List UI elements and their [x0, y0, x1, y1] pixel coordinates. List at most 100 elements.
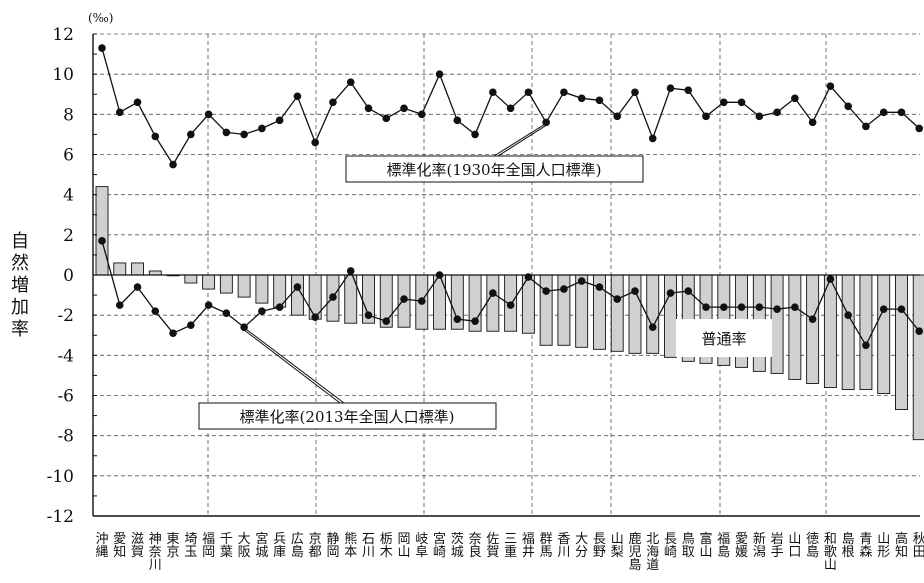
- std1930-point: [826, 82, 835, 91]
- std2013-point: [684, 287, 693, 295]
- x-tick-char: 田: [913, 545, 924, 560]
- y-tick-label: 4: [63, 186, 74, 206]
- x-tick-label: 京都: [309, 532, 322, 560]
- std2013-point: [453, 315, 462, 323]
- x-tick-label: 福岡: [202, 532, 215, 560]
- x-tick-char: 取: [682, 545, 695, 560]
- x-tick-char: 鳥: [682, 532, 695, 547]
- x-tick-char: 庫: [273, 545, 286, 560]
- x-tick-char: 佐: [486, 532, 499, 547]
- x-tick-label: 山梨: [611, 532, 624, 560]
- std2013-point: [382, 317, 391, 325]
- annotation-1930: 標準化率(1930年全国人口標準): [387, 161, 602, 179]
- x-tick-char: 島: [717, 545, 730, 560]
- annotations: 標準化率(1930年全国人口標準) 標準化率(2013年全国人口標準) 普通率: [198, 123, 772, 430]
- x-tick-char: 京: [309, 532, 322, 547]
- bar: [859, 274, 873, 390]
- x-tick-label: 静岡: [326, 532, 339, 560]
- std1930-point: [666, 84, 675, 93]
- x-tick-label: 岡山: [398, 532, 411, 560]
- bar: [646, 274, 660, 354]
- x-tick-char: 海: [646, 545, 659, 560]
- std2013-point: [648, 323, 657, 332]
- std1930-point: [400, 104, 408, 113]
- x-tick-char: 知: [895, 544, 908, 560]
- std2013-point: [115, 301, 124, 309]
- std2013-point: [666, 289, 675, 297]
- x-tick-char: 奈: [469, 532, 482, 547]
- x-tick-label: 神奈川: [149, 532, 162, 573]
- x-tick-label: 東京: [167, 531, 180, 560]
- x-tick-char: 島: [291, 545, 304, 560]
- x-tick-char: 愛: [113, 532, 126, 547]
- x-tick-char: 阜: [415, 544, 428, 560]
- y-tick-label: -10: [47, 467, 74, 487]
- std2013-point: [364, 311, 373, 319]
- x-tick-label: 沖縄: [95, 532, 108, 560]
- std2013-point: [826, 275, 835, 283]
- std2013-point: [595, 283, 604, 291]
- x-tick-char: 兵: [273, 532, 286, 547]
- x-tick-label: 群馬: [540, 532, 553, 560]
- std2013-point: [169, 329, 177, 338]
- x-tick-char: 大: [238, 532, 251, 547]
- x-tick-char: 新: [753, 531, 766, 547]
- std2013-point: [613, 295, 622, 303]
- annotation-box-1930: [345, 155, 644, 183]
- bar: [539, 274, 553, 346]
- std1930-point: [506, 104, 515, 113]
- x-tick-label: 島根: [842, 532, 855, 560]
- std1930-point: [489, 88, 497, 97]
- x-tick-label: 香川: [557, 532, 570, 560]
- x-tick-char: 分: [575, 545, 588, 560]
- bar: [255, 274, 269, 304]
- x-tick-char: 本: [344, 545, 357, 560]
- std1930-point: [115, 108, 124, 117]
- x-tick-char: 山: [398, 545, 411, 560]
- bar: [113, 262, 127, 276]
- x-tick-label: 熊本: [344, 531, 357, 560]
- x-tick-char: 群: [540, 532, 553, 547]
- std2013-point: [240, 323, 248, 332]
- x-tick-char: 岐: [415, 532, 428, 547]
- std2013-point: [737, 303, 746, 311]
- x-tick-char: 徳: [806, 532, 819, 547]
- std1930-point: [311, 138, 319, 147]
- x-tick-char: 児: [628, 545, 641, 560]
- x-tick-label: 岐阜: [415, 532, 428, 560]
- x-tick-label: 宮城: [255, 531, 268, 560]
- x-tick-label: 山形: [877, 532, 890, 560]
- y-tick-label: -8: [57, 427, 74, 447]
- std1930-point: [613, 112, 622, 121]
- x-tick-label: 宮崎: [433, 531, 446, 560]
- x-tick-char: 崎: [664, 545, 677, 560]
- std2013-point: [98, 237, 106, 245]
- bar: [219, 274, 233, 294]
- x-tick-char: 賀: [131, 545, 144, 560]
- std1930-point: [417, 110, 426, 119]
- y-tick-label: 10: [52, 65, 74, 85]
- y-tick-labels: 12 10 8 6 4 2 0 -2 -4 -6 -8 -10 -12: [47, 25, 74, 527]
- x-tick-char: 熊: [344, 531, 357, 547]
- std1930-point: [684, 86, 693, 95]
- x-tick-char: 岡: [398, 532, 411, 547]
- std1930-point: [435, 70, 444, 78]
- y-tick-label: 2: [63, 226, 74, 246]
- x-tick-label: 徳島: [806, 532, 819, 560]
- x-tick-labels: 沖縄愛知滋賀神奈川東京埼玉福岡千葉大阪宮城兵庫広島京都静岡熊本石川栃木岡山岐阜宮…: [95, 531, 924, 573]
- x-tick-label: 石川: [362, 532, 375, 560]
- y-tick-label: 8: [63, 105, 74, 125]
- bar: [841, 274, 855, 390]
- x-tick-label: 広島: [291, 532, 304, 560]
- x-tick-char: 千: [220, 532, 233, 547]
- x-tick-char: 岩: [771, 532, 784, 547]
- x-tick-char: 石: [362, 532, 375, 547]
- std2013-point: [524, 273, 533, 281]
- bar-series: [95, 186, 924, 441]
- bar: [433, 274, 447, 330]
- y-axis-label-char: 自: [11, 231, 29, 252]
- std2013-point: [346, 267, 355, 275]
- x-tick-label: 埼玉: [184, 532, 197, 560]
- x-tick-char: 森: [859, 545, 872, 560]
- x-tick-char: 宮: [255, 531, 268, 547]
